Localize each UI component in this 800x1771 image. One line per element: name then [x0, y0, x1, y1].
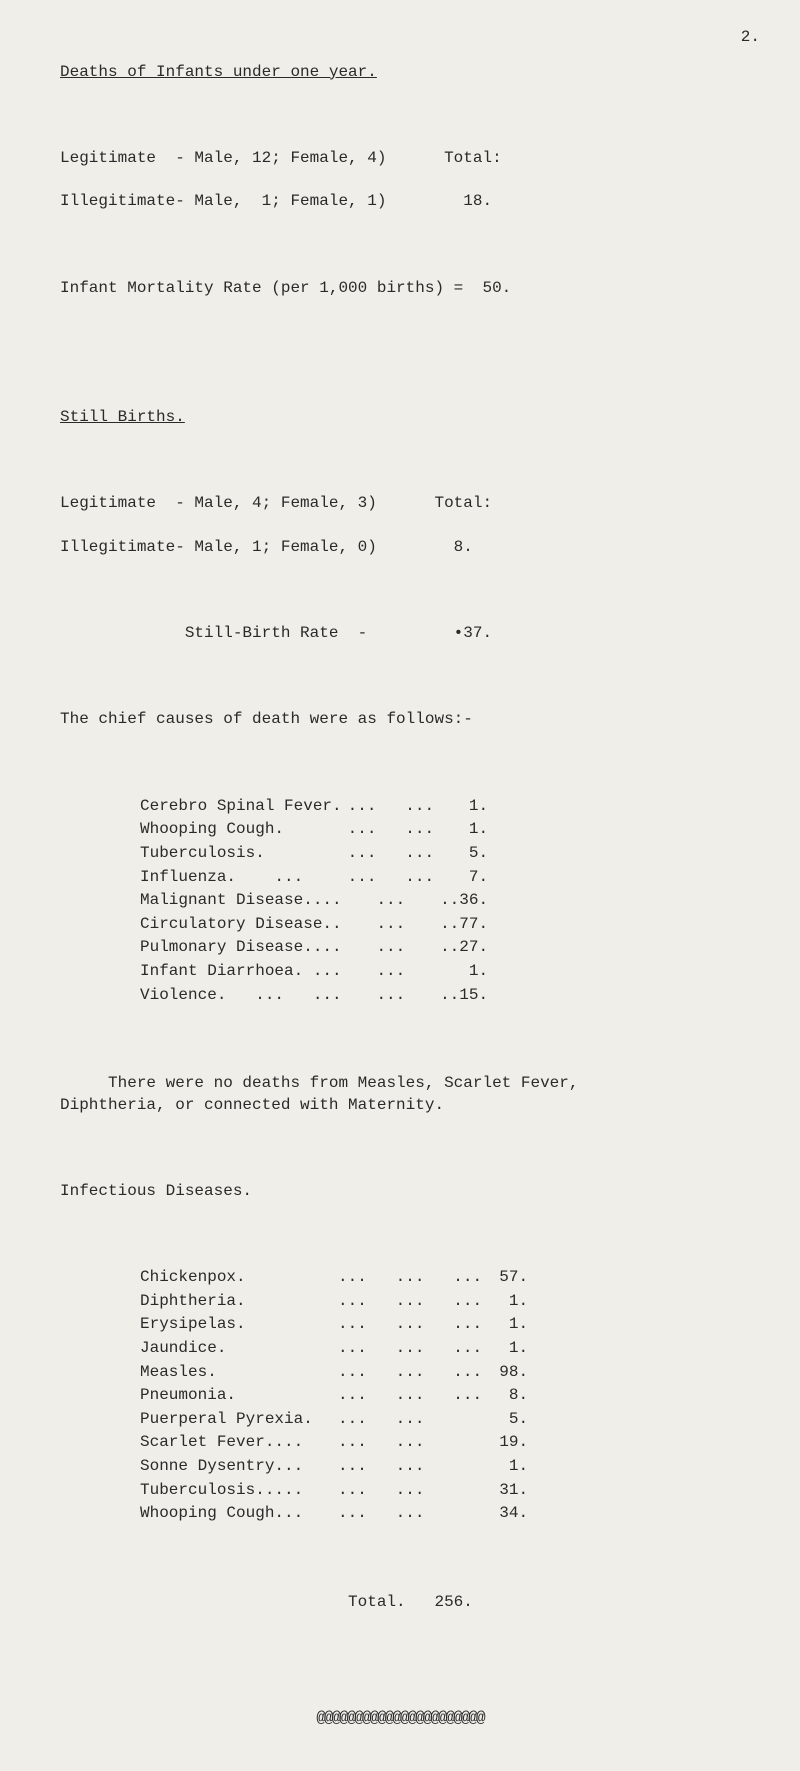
dots: ... ... ...: [338, 1338, 488, 1362]
cause-label: Pulmonary Disease....: [140, 937, 348, 961]
dots: ... ...: [338, 1503, 488, 1527]
disease-label: Jaundice.: [140, 1338, 338, 1362]
dots: ... ...: [338, 1409, 488, 1433]
table-row: Whooping Cough. ... ...1.: [140, 819, 494, 843]
diseases-table: Chickenpox. ... ... ...57.Diphtheria. ..…: [140, 1267, 534, 1527]
disease-label: Measles.: [140, 1362, 338, 1386]
cause-value: ..27.: [440, 937, 494, 961]
disease-value: 34.: [488, 1503, 534, 1527]
disease-label: Puerperal Pyrexia.: [140, 1409, 338, 1433]
table-row: Malignant Disease.... .....36.: [140, 890, 494, 914]
disease-value: 1.: [488, 1314, 534, 1338]
dots: ...: [348, 985, 440, 1009]
disease-value: 57.: [488, 1267, 534, 1291]
mortality-rate: Infant Mortality Rate (per 1,000 births)…: [60, 278, 740, 300]
cause-label: Cerebro Spinal Fever.: [140, 796, 348, 820]
cause-value: 1.: [440, 819, 494, 843]
measles-note: There were no deaths from Measles, Scarl…: [60, 1073, 740, 1116]
cause-label: Whooping Cough.: [140, 819, 348, 843]
dots: ... ...: [348, 796, 440, 820]
disease-value: 1.: [488, 1456, 534, 1480]
dots: ... ... ...: [338, 1314, 488, 1338]
dots: ... ... ...: [338, 1291, 488, 1315]
heading-infectious: Infectious Diseases.: [60, 1181, 740, 1203]
table-row: Cerebro Spinal Fever.... ...1.: [140, 796, 494, 820]
still-illegitimate: Illegitimate- Male, 1; Female, 0) 8.: [60, 537, 740, 559]
disease-label: Erysipelas.: [140, 1314, 338, 1338]
causes-table: Cerebro Spinal Fever.... ...1.Whooping C…: [140, 796, 494, 1008]
cause-label: Circulatory Disease..: [140, 914, 348, 938]
illegitimate-line: Illegitimate- Male, 1; Female, 1) 18.: [60, 191, 740, 213]
total-row: Total. 256.: [60, 1592, 740, 1614]
disease-value: 5.: [488, 1409, 534, 1433]
dots: ... ...: [348, 867, 440, 891]
disease-label: Tuberculosis.....: [140, 1480, 338, 1504]
dots: ...: [348, 961, 440, 985]
cause-label: Tuberculosis.: [140, 843, 348, 867]
table-row: Infant Diarrhoea. ... ...1.: [140, 961, 494, 985]
table-row: Puerperal Pyrexia. ... ...5.: [140, 1409, 534, 1433]
table-row: Pulmonary Disease.... .....27.: [140, 937, 494, 961]
dots: ...: [348, 890, 440, 914]
table-row: Tuberculosis..... ... ...31.: [140, 1480, 534, 1504]
table-row: Erysipelas. ... ... ...1.: [140, 1314, 534, 1338]
cause-value: 1.: [440, 961, 494, 985]
table-row: Sonne Dysentry... ... ...1.: [140, 1456, 534, 1480]
table-row: Measles. ... ... ...98.: [140, 1362, 534, 1386]
disease-label: Pneumonia.: [140, 1385, 338, 1409]
disease-label: Sonne Dysentry...: [140, 1456, 338, 1480]
disease-label: Whooping Cough...: [140, 1503, 338, 1527]
cause-label: Influenza. ...: [140, 867, 348, 891]
heading-still-births: Still Births.: [60, 407, 740, 429]
disease-label: Chickenpox.: [140, 1267, 338, 1291]
legitimate-line: Legitimate - Male, 12; Female, 4) Total:: [60, 148, 740, 170]
table-row: Pneumonia. ... ... ...8.: [140, 1385, 534, 1409]
still-legitimate: Legitimate - Male, 4; Female, 3) Total:: [60, 493, 740, 515]
table-row: Chickenpox. ... ... ...57.: [140, 1267, 534, 1291]
dots: ... ... ...: [338, 1362, 488, 1386]
dots: ... ...: [348, 819, 440, 843]
disease-label: Scarlet Fever....: [140, 1432, 338, 1456]
cause-value: ..77.: [440, 914, 494, 938]
table-row: Whooping Cough... ... ...34.: [140, 1503, 534, 1527]
cause-value: ..36.: [440, 890, 494, 914]
disease-value: 8.: [488, 1385, 534, 1409]
table-row: Diphtheria. ... ... ...1.: [140, 1291, 534, 1315]
disease-label: Diphtheria.: [140, 1291, 338, 1315]
dots: ... ...: [338, 1480, 488, 1504]
disease-value: 98.: [488, 1362, 534, 1386]
page-number: 2.: [741, 28, 760, 46]
disease-value: 1.: [488, 1338, 534, 1362]
table-row: Jaundice. ... ... ...1.: [140, 1338, 534, 1362]
still-birth-rate: Still-Birth Rate - •37.: [60, 623, 740, 645]
footer-ornament: @@@@@@@@@@@@@@@@@@@@@@: [60, 1708, 740, 1730]
heading-deaths: Deaths of Infants under one year.: [60, 62, 740, 84]
cause-value: 7.: [440, 867, 494, 891]
document-body: Deaths of Infants under one year. Legiti…: [0, 0, 800, 1771]
dots: ... ...: [338, 1432, 488, 1456]
cause-value: 5.: [440, 843, 494, 867]
dots: ... ...: [338, 1456, 488, 1480]
dots: ... ...: [348, 843, 440, 867]
disease-value: 31.: [488, 1480, 534, 1504]
disease-value: 1.: [488, 1291, 534, 1315]
table-row: Scarlet Fever.... ... ...19.: [140, 1432, 534, 1456]
disease-value: 19.: [488, 1432, 534, 1456]
cause-label: Violence. ... ...: [140, 985, 348, 1009]
table-row: Violence. ... ... .....15.: [140, 985, 494, 1009]
dots: ... ... ...: [338, 1385, 488, 1409]
dots: ...: [348, 914, 440, 938]
dots: ... ... ...: [338, 1267, 488, 1291]
table-row: Circulatory Disease.. .....77.: [140, 914, 494, 938]
chief-causes-intro: The chief causes of death were as follow…: [60, 709, 740, 731]
table-row: Influenza. ... ... ...7.: [140, 867, 494, 891]
cause-value: 1.: [440, 796, 494, 820]
cause-value: ..15.: [440, 985, 494, 1009]
dots: ...: [348, 937, 440, 961]
table-row: Tuberculosis. ... ...5.: [140, 843, 494, 867]
cause-label: Infant Diarrhoea. ...: [140, 961, 348, 985]
cause-label: Malignant Disease....: [140, 890, 348, 914]
